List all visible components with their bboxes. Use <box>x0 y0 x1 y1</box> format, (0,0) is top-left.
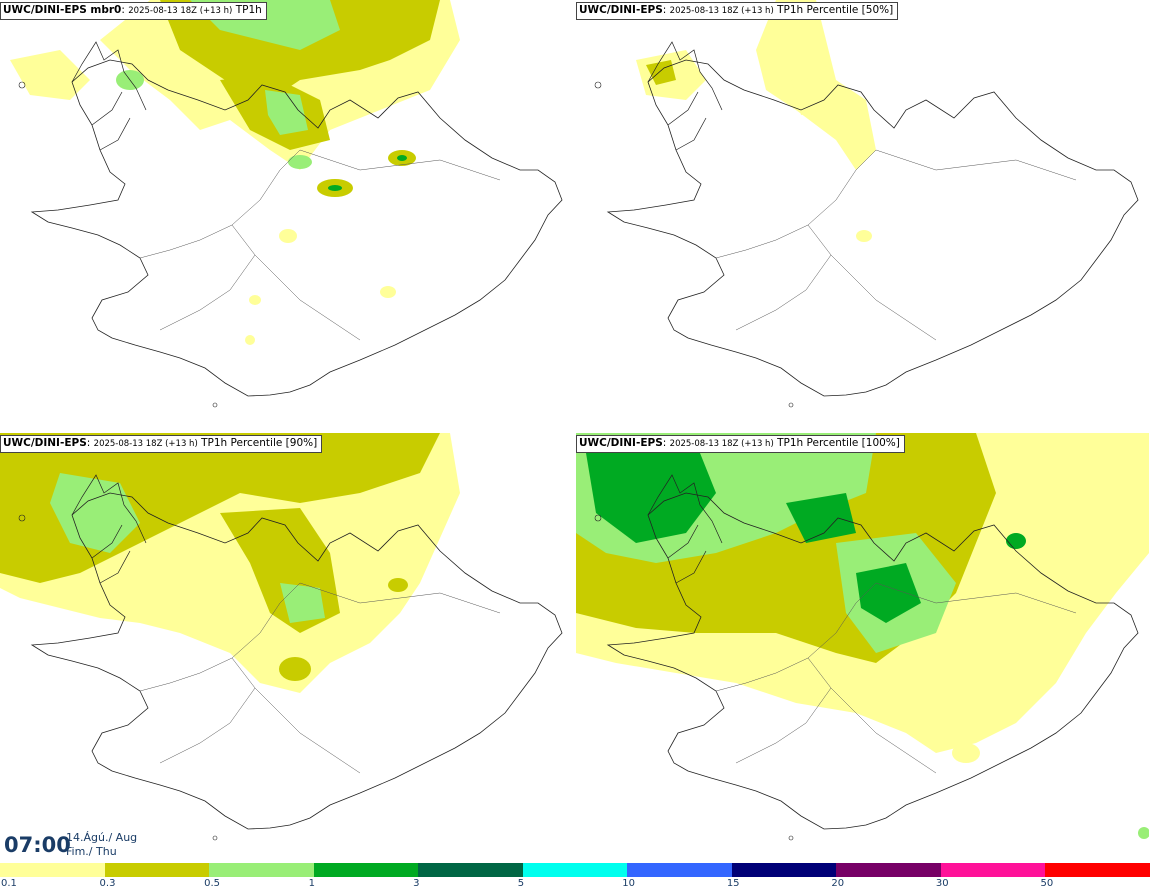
model-name: UWC/DINI-EPS mbr0 <box>3 4 122 16</box>
legend-tick-label: 0.3 <box>99 878 116 889</box>
precip-map <box>576 433 1149 841</box>
legend-swatch <box>1045 863 1150 877</box>
run-time: 2025-08-13 18Z (+13 h) <box>669 6 774 16</box>
valid-day-line: Fim./ Thu <box>66 845 117 858</box>
precip-map <box>10 0 563 408</box>
legend-swatch <box>418 863 524 877</box>
map-panel-p100: UWC/DINI-EPS: 2025-08-13 18Z (+13 h) TP1… <box>576 433 1149 865</box>
model-name: UWC/DINI-EPS <box>579 437 663 449</box>
model-name: UWC/DINI-EPS <box>3 437 87 449</box>
valid-time: 07:00 <box>4 833 71 857</box>
map-panel-p90: UWC/DINI-EPS: 2025-08-13 18Z (+13 h) TP1… <box>0 433 573 865</box>
field-name: TP1h Percentile [100%] <box>777 437 900 449</box>
legend-swatch <box>0 863 106 877</box>
model-name: UWC/DINI-EPS <box>579 4 663 16</box>
run-time: 2025-08-13 18Z (+13 h) <box>128 6 233 16</box>
legend-swatch <box>627 863 733 877</box>
panel-title: UWC/DINI-EPS mbr0: 2025-08-13 18Z (+13 h… <box>0 2 267 20</box>
valid-date: 14.Ágú./ Aug Fim./ Thu <box>66 831 137 859</box>
legend-swatch <box>940 863 1047 877</box>
panel-title: UWC/DINI-EPS: 2025-08-13 18Z (+13 h) TP1… <box>576 2 899 20</box>
field-name: TP1h Percentile [90%] <box>201 437 318 449</box>
field-name: TP1h Percentile [50%] <box>777 4 894 16</box>
legend-tick-label: 0.5 <box>204 878 220 889</box>
legend-tick-label: 10 <box>622 878 635 889</box>
run-time: 2025-08-13 18Z (+13 h) <box>669 439 774 449</box>
legend-swatch <box>104 863 211 877</box>
legend-swatch <box>522 863 629 877</box>
legend-tick-label: 30 <box>935 878 949 889</box>
precip-map <box>0 433 563 841</box>
legend-tick-label: 0.1 <box>1 878 17 889</box>
map-panel-mbr0: UWC/DINI-EPS mbr0: 2025-08-13 18Z (+13 h… <box>0 0 573 432</box>
legend-tick-label: 1 <box>308 878 315 889</box>
legend-swatch <box>836 863 942 877</box>
panel-title: UWC/DINI-EPS: 2025-08-13 18Z (+13 h) TP1… <box>576 435 905 453</box>
precip-map <box>594 0 1139 408</box>
legend-tick-label: 20 <box>831 878 845 889</box>
valid-date-line: 14.Ágú./ Aug <box>66 831 138 844</box>
valid-time-box: 07:00 14.Ágú./ Aug Fim./ Thu <box>0 826 143 862</box>
legend-tick-label: 5 <box>517 878 525 889</box>
map-panel-p50: UWC/DINI-EPS: 2025-08-13 18Z (+13 h) TP1… <box>576 0 1149 432</box>
legend-tick-label: 50 <box>1040 878 1054 889</box>
field-name: TP1h <box>235 4 262 16</box>
legend-tick-label: 15 <box>726 878 740 889</box>
legend-swatch <box>731 863 838 877</box>
legend-swatch <box>313 863 420 877</box>
legend-tick-label: 3 <box>413 878 420 889</box>
run-time: 2025-08-13 18Z (+13 h) <box>93 439 198 449</box>
color-legend: 0.1 0.3 0.5 1 3 5 10 15 20 30 50 <box>0 863 1150 891</box>
legend-swatch <box>209 863 315 877</box>
panel-title: UWC/DINI-EPS: 2025-08-13 18Z (+13 h) TP1… <box>0 435 323 453</box>
